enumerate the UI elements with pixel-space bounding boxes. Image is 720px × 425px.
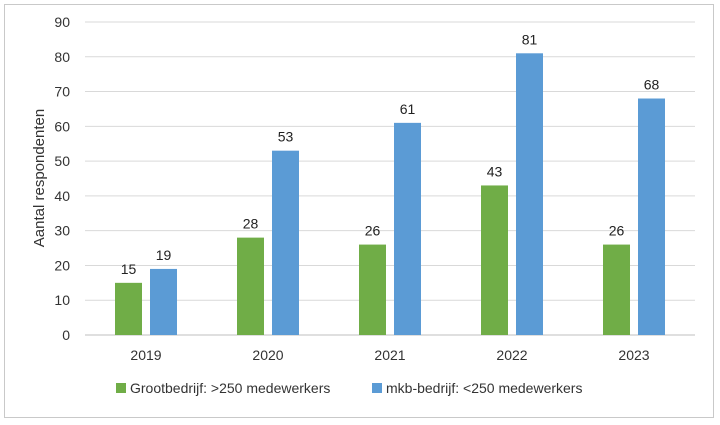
bar-grootbedrijf-2021 (359, 244, 386, 335)
bar-grootbedrijf-2023 (603, 244, 630, 335)
data-labels: 15 19 28 53 26 61 43 81 26 68 (121, 31, 660, 277)
data-label: 19 (156, 247, 172, 263)
legend: Grootbedrijf: >250 medewerkers mkb-bedrij… (116, 380, 582, 396)
y-axis-ticks: 0 10 20 30 40 50 60 70 80 90 (54, 14, 70, 343)
x-tick-label: 2022 (496, 347, 527, 363)
data-label: 53 (278, 129, 294, 145)
y-tick-label: 50 (54, 153, 70, 169)
bar-grootbedrijf-2022 (481, 185, 508, 335)
data-label: 26 (609, 223, 625, 239)
y-tick-label: 20 (54, 257, 70, 273)
data-label: 15 (121, 261, 137, 277)
y-tick-label: 0 (62, 327, 70, 343)
bars (115, 53, 665, 336)
bar-mkb-2022 (516, 53, 543, 336)
legend-label: mkb-bedrijf: <250 medewerkers (386, 380, 582, 396)
gridlines (85, 21, 695, 336)
bar-grootbedrijf-2019 (115, 282, 142, 335)
y-tick-label: 30 (54, 223, 70, 239)
y-tick-label: 60 (54, 118, 70, 134)
y-tick-label: 80 (54, 49, 70, 65)
data-label: 43 (487, 163, 503, 179)
x-tick-label: 2021 (374, 347, 405, 363)
bar-mkb-2020 (272, 150, 299, 335)
legend-label: Grootbedrijf: >250 medewerkers (130, 380, 330, 396)
bar-grootbedrijf-2020 (237, 237, 264, 335)
legend-swatch (372, 383, 382, 393)
data-label: 61 (400, 101, 416, 117)
x-tick-label: 2020 (252, 347, 283, 363)
legend-swatch (116, 383, 126, 393)
x-tick-label: 2019 (130, 347, 161, 363)
y-axis-label: Aantal respondenten (31, 109, 48, 247)
bar-mkb-2021 (394, 122, 421, 335)
bar-mkb-2019 (150, 268, 177, 335)
data-label: 26 (365, 223, 381, 239)
data-label: 68 (644, 77, 660, 93)
data-label: 28 (243, 216, 259, 232)
x-axis-ticks: 2019 2020 2021 2022 2023 (130, 347, 649, 363)
x-tick-label: 2023 (618, 347, 649, 363)
y-tick-label: 40 (54, 188, 70, 204)
data-label: 81 (522, 31, 538, 47)
y-tick-label: 90 (54, 14, 70, 30)
y-tick-label: 70 (54, 84, 70, 100)
bar-mkb-2023 (638, 98, 665, 335)
chart-frame (4, 4, 714, 418)
y-tick-label: 10 (54, 292, 70, 308)
